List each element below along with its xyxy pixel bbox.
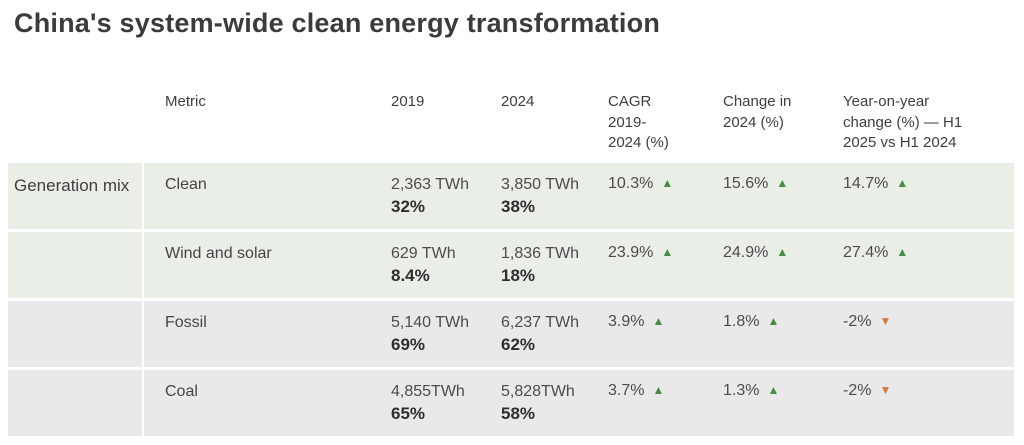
share-2019: 69% [391, 335, 426, 354]
change-2024-value: 24.9% [723, 244, 769, 261]
cell-2019: 4,855TWh 65% [384, 370, 494, 436]
cell-cagr: 23.9% ▲ [601, 232, 716, 298]
cell-cagr: 3.9% ▲ [601, 301, 716, 367]
cell-2024: 5,828TWh 58% [494, 370, 601, 436]
yoy-value: 14.7% [843, 175, 889, 192]
change-2024-value: 15.6% [723, 175, 769, 192]
share-2024: 18% [501, 266, 536, 285]
page-title: China's system-wide clean energy transfo… [14, 8, 661, 38]
trend-up-icon: ▲ [776, 245, 789, 259]
trend-up-icon: ▲ [776, 176, 789, 190]
change-2024-value: 1.8% [723, 313, 760, 330]
yoy-value: -2% [843, 313, 872, 330]
value-2019: 4,855TWh [391, 383, 465, 400]
share-2019: 32% [391, 197, 426, 216]
cell-yoy-change: 27.4% ▲ [836, 232, 1014, 298]
cell-yoy-change: 14.7% ▲ [836, 163, 1014, 229]
cell-change-2024: 15.6% ▲ [716, 163, 836, 229]
cell-yoy-change: -2% ▼ [836, 301, 1014, 367]
cell-change-2024: 24.9% ▲ [716, 232, 836, 298]
value-2024: 3,850 TWh [501, 176, 579, 193]
value-2024: 6,237 TWh [501, 314, 579, 331]
row-group-label [8, 370, 144, 436]
cell-2024: 3,850 TWh 38% [494, 163, 601, 229]
cell-metric: Coal [165, 383, 198, 400]
header-metric: Metric [165, 93, 206, 110]
share-2024: 38% [501, 197, 536, 216]
cell-2024: 6,237 TWh 62% [494, 301, 601, 367]
header-cagr: CAGR 2019- 2024 (%) [608, 93, 669, 152]
cagr-value: 23.9% [608, 244, 654, 261]
table-header-row: Metric 2019 2024 CAGR 2019- 2024 (%) Cha… [8, 80, 1014, 163]
table-row: Generation mix Clean 2,363 TWh 32% 3,850… [8, 163, 1014, 229]
cell-2019: 5,140 TWh 69% [384, 301, 494, 367]
row-group-label [8, 232, 144, 298]
cell-change-2024: 1.3% ▲ [716, 370, 836, 436]
table-row: Wind and solar 629 TWh 8.4% 1,836 TWh 18… [8, 232, 1014, 298]
share-2019: 8.4% [391, 266, 430, 285]
share-2024: 58% [501, 404, 536, 423]
value-2019: 5,140 TWh [391, 314, 469, 331]
trend-up-icon: ▲ [661, 176, 674, 190]
change-2024-value: 1.3% [723, 382, 760, 399]
value-2024: 1,836 TWh [501, 245, 579, 262]
trend-up-icon: ▲ [896, 245, 909, 259]
table-row: Coal 4,855TWh 65% 5,828TWh 58% 3.7% ▲ 1.3… [8, 370, 1014, 436]
cell-2019: 2,363 TWh 32% [384, 163, 494, 229]
yoy-value: 27.4% [843, 244, 889, 261]
cell-metric: Clean [165, 176, 207, 193]
share-2024: 62% [501, 335, 536, 354]
cell-cagr: 3.7% ▲ [601, 370, 716, 436]
header-2019: 2019 [391, 93, 425, 110]
cell-cagr: 10.3% ▲ [601, 163, 716, 229]
trend-up-icon: ▲ [652, 383, 665, 397]
cagr-value: 10.3% [608, 175, 654, 192]
cagr-value: 3.9% [608, 313, 645, 330]
table-row: Fossil 5,140 TWh 69% 6,237 TWh 62% 3.9% ▲… [8, 301, 1014, 367]
cagr-value: 3.7% [608, 382, 645, 399]
cell-yoy-change: -2% ▼ [836, 370, 1014, 436]
value-2024: 5,828TWh [501, 383, 575, 400]
trend-down-icon: ▼ [879, 383, 892, 397]
cell-metric: Fossil [165, 314, 207, 331]
cell-2024: 1,836 TWh 18% [494, 232, 601, 298]
energy-table: Metric 2019 2024 CAGR 2019- 2024 (%) Cha… [8, 80, 1014, 439]
header-change-2024: Change in 2024 (%) [723, 93, 792, 131]
value-2019: 629 TWh [391, 245, 456, 262]
header-2024: 2024 [501, 93, 535, 110]
value-2019: 2,363 TWh [391, 176, 469, 193]
cell-metric: Wind and solar [165, 245, 272, 262]
row-group-label: Generation mix [8, 163, 144, 229]
header-group [8, 80, 144, 163]
share-2019: 65% [391, 404, 426, 423]
cell-change-2024: 1.8% ▲ [716, 301, 836, 367]
trend-up-icon: ▲ [661, 245, 674, 259]
cell-2019: 629 TWh 8.4% [384, 232, 494, 298]
trend-up-icon: ▲ [767, 383, 780, 397]
yoy-value: -2% [843, 382, 872, 399]
row-group-label [8, 301, 144, 367]
header-yoy-change: Year-on-year change (%) — H1 2025 vs H1 … [843, 93, 963, 152]
trend-down-icon: ▼ [879, 314, 892, 328]
trend-up-icon: ▲ [896, 176, 909, 190]
trend-up-icon: ▲ [652, 314, 665, 328]
trend-up-icon: ▲ [767, 314, 780, 328]
